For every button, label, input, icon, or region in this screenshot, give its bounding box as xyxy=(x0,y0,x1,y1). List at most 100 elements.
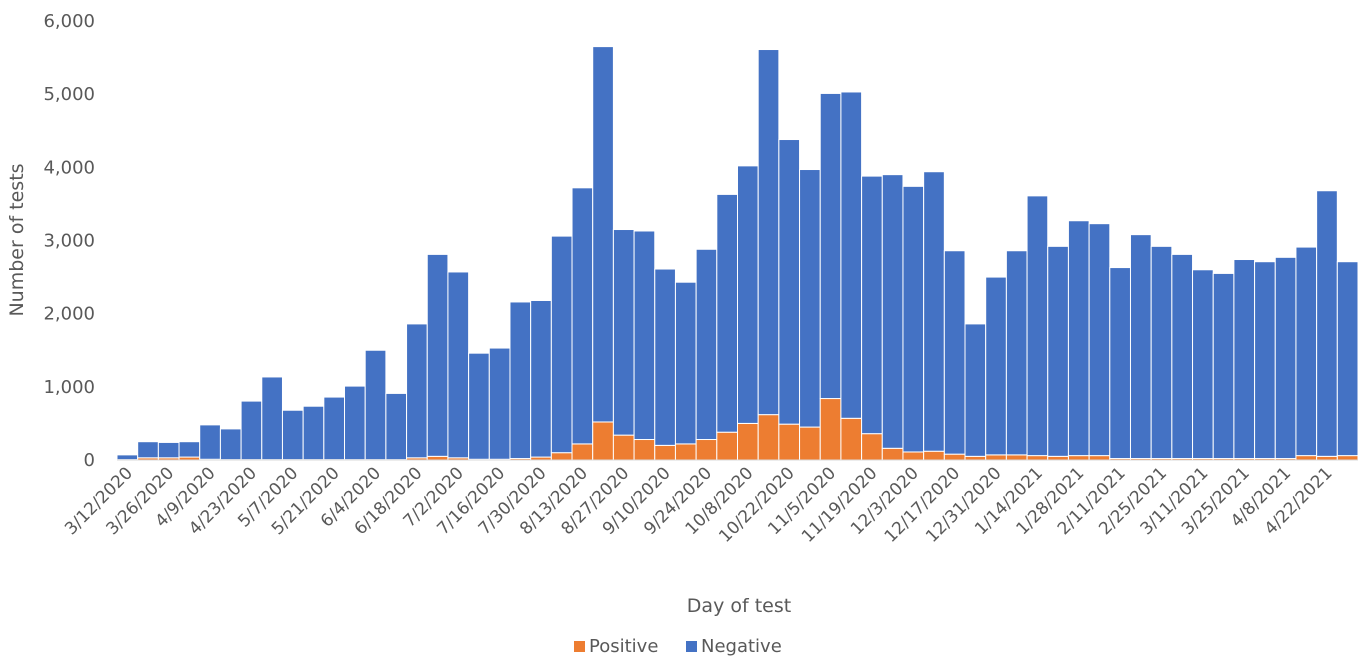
bar-negative xyxy=(923,171,945,452)
legend-swatch-negative xyxy=(686,641,697,652)
bar-positive xyxy=(923,450,945,461)
bar-positive xyxy=(426,455,449,461)
bar-negative xyxy=(985,276,1007,456)
bar-negative xyxy=(406,323,428,459)
bar-negative xyxy=(530,299,552,458)
bar-negative xyxy=(943,250,966,455)
bar-negative xyxy=(840,91,863,419)
bar-negative xyxy=(426,253,449,457)
bar-positive xyxy=(985,454,1007,461)
bar-negative xyxy=(261,376,283,461)
y-tick-label: 3,000 xyxy=(43,231,95,252)
bar-negative xyxy=(281,409,304,461)
bar-negative xyxy=(116,454,139,461)
bar-positive xyxy=(737,422,759,461)
bar-positive xyxy=(1316,455,1338,461)
bar-negative xyxy=(1171,253,1194,460)
bar-positive xyxy=(819,398,842,461)
x-axis-ticks: 3/12/20203/26/20204/9/20204/23/20205/7/2… xyxy=(61,463,1336,546)
bar-negative xyxy=(716,193,738,433)
bar-positive xyxy=(1336,455,1359,461)
bar-positive xyxy=(633,439,656,461)
legend-label-positive: Positive xyxy=(589,636,658,657)
bar-negative xyxy=(902,185,925,453)
y-tick-label: 1,000 xyxy=(43,377,95,398)
bar-negative xyxy=(757,49,780,416)
legend-swatch-positive xyxy=(574,641,585,652)
bar-positive xyxy=(1026,455,1049,461)
bar-negative xyxy=(447,271,470,459)
bar-negative xyxy=(178,441,201,458)
y-tick-label: 0 xyxy=(84,450,95,471)
bar-positive xyxy=(902,451,925,461)
bar-positive xyxy=(778,423,801,461)
y-axis-title: Number of tests xyxy=(6,163,28,316)
bar-negative xyxy=(1336,261,1359,457)
y-axis-ticks: 0 1,000 2,000 3,000 4,000 5,000 6,000 xyxy=(43,11,95,471)
bar-negative xyxy=(302,405,325,461)
bar-negative xyxy=(1212,272,1235,460)
bar-negative xyxy=(550,235,573,454)
bar-negative xyxy=(344,385,366,461)
bar-negative xyxy=(633,230,656,441)
bar-positive xyxy=(964,455,987,461)
bar-positive xyxy=(716,431,738,461)
legend: Positive Negative xyxy=(574,636,782,657)
bar-negative xyxy=(1088,223,1111,457)
bar-negative xyxy=(1129,234,1152,460)
bar-negative xyxy=(592,46,614,423)
bar-negative xyxy=(571,187,594,445)
bar-negative xyxy=(799,169,821,428)
bar-negative xyxy=(240,400,263,461)
bar-negative xyxy=(509,301,532,460)
y-tick-label: 2,000 xyxy=(43,304,95,325)
bar-negative xyxy=(819,92,842,400)
bar-negative xyxy=(1192,269,1214,460)
bar-negative xyxy=(157,441,180,459)
bar-negative xyxy=(1274,256,1297,460)
y-tick-label: 6,000 xyxy=(43,11,95,32)
bar-negative xyxy=(1109,267,1131,460)
bar-negative xyxy=(612,229,635,436)
bar-negative xyxy=(364,349,387,461)
bar-negative xyxy=(1150,245,1173,460)
bar-positive xyxy=(654,444,676,461)
bar-positive xyxy=(674,443,697,461)
bar-negative xyxy=(219,428,242,461)
bar-negative xyxy=(488,347,511,460)
bar-negative xyxy=(1316,190,1338,457)
bar-negative xyxy=(1233,259,1256,460)
bar-positive xyxy=(1295,455,1318,461)
bar-positive xyxy=(1067,455,1090,461)
bar-negative xyxy=(654,268,676,446)
bar-negative xyxy=(674,281,697,445)
bar-negative xyxy=(1295,246,1318,457)
bar-negative xyxy=(861,175,883,435)
bar-positive xyxy=(695,439,718,461)
legend-label-negative: Negative xyxy=(701,636,782,657)
bar-positive xyxy=(861,433,883,461)
bar-positive xyxy=(1005,454,1028,461)
bar-positive xyxy=(612,434,635,461)
bars xyxy=(116,46,1359,461)
bar-negative xyxy=(1067,220,1090,457)
x-axis-title: Day of test xyxy=(687,595,791,617)
bar-positive xyxy=(757,414,780,461)
y-tick-label: 4,000 xyxy=(43,157,95,178)
bar-positive xyxy=(550,452,573,461)
bar-positive xyxy=(881,447,904,461)
bar-negative xyxy=(199,424,221,460)
y-tick-label: 5,000 xyxy=(43,84,95,105)
bar-negative xyxy=(137,441,159,459)
bar-negative xyxy=(1026,195,1049,457)
bar-positive xyxy=(1047,455,1069,461)
bar-positive xyxy=(840,417,863,461)
bar-negative xyxy=(695,248,718,441)
bar-negative xyxy=(1047,245,1069,457)
bar-negative xyxy=(964,323,987,457)
bar-positive xyxy=(592,421,614,461)
bar-positive xyxy=(943,453,966,461)
bar-negative xyxy=(881,174,904,449)
bar-positive xyxy=(571,443,594,461)
